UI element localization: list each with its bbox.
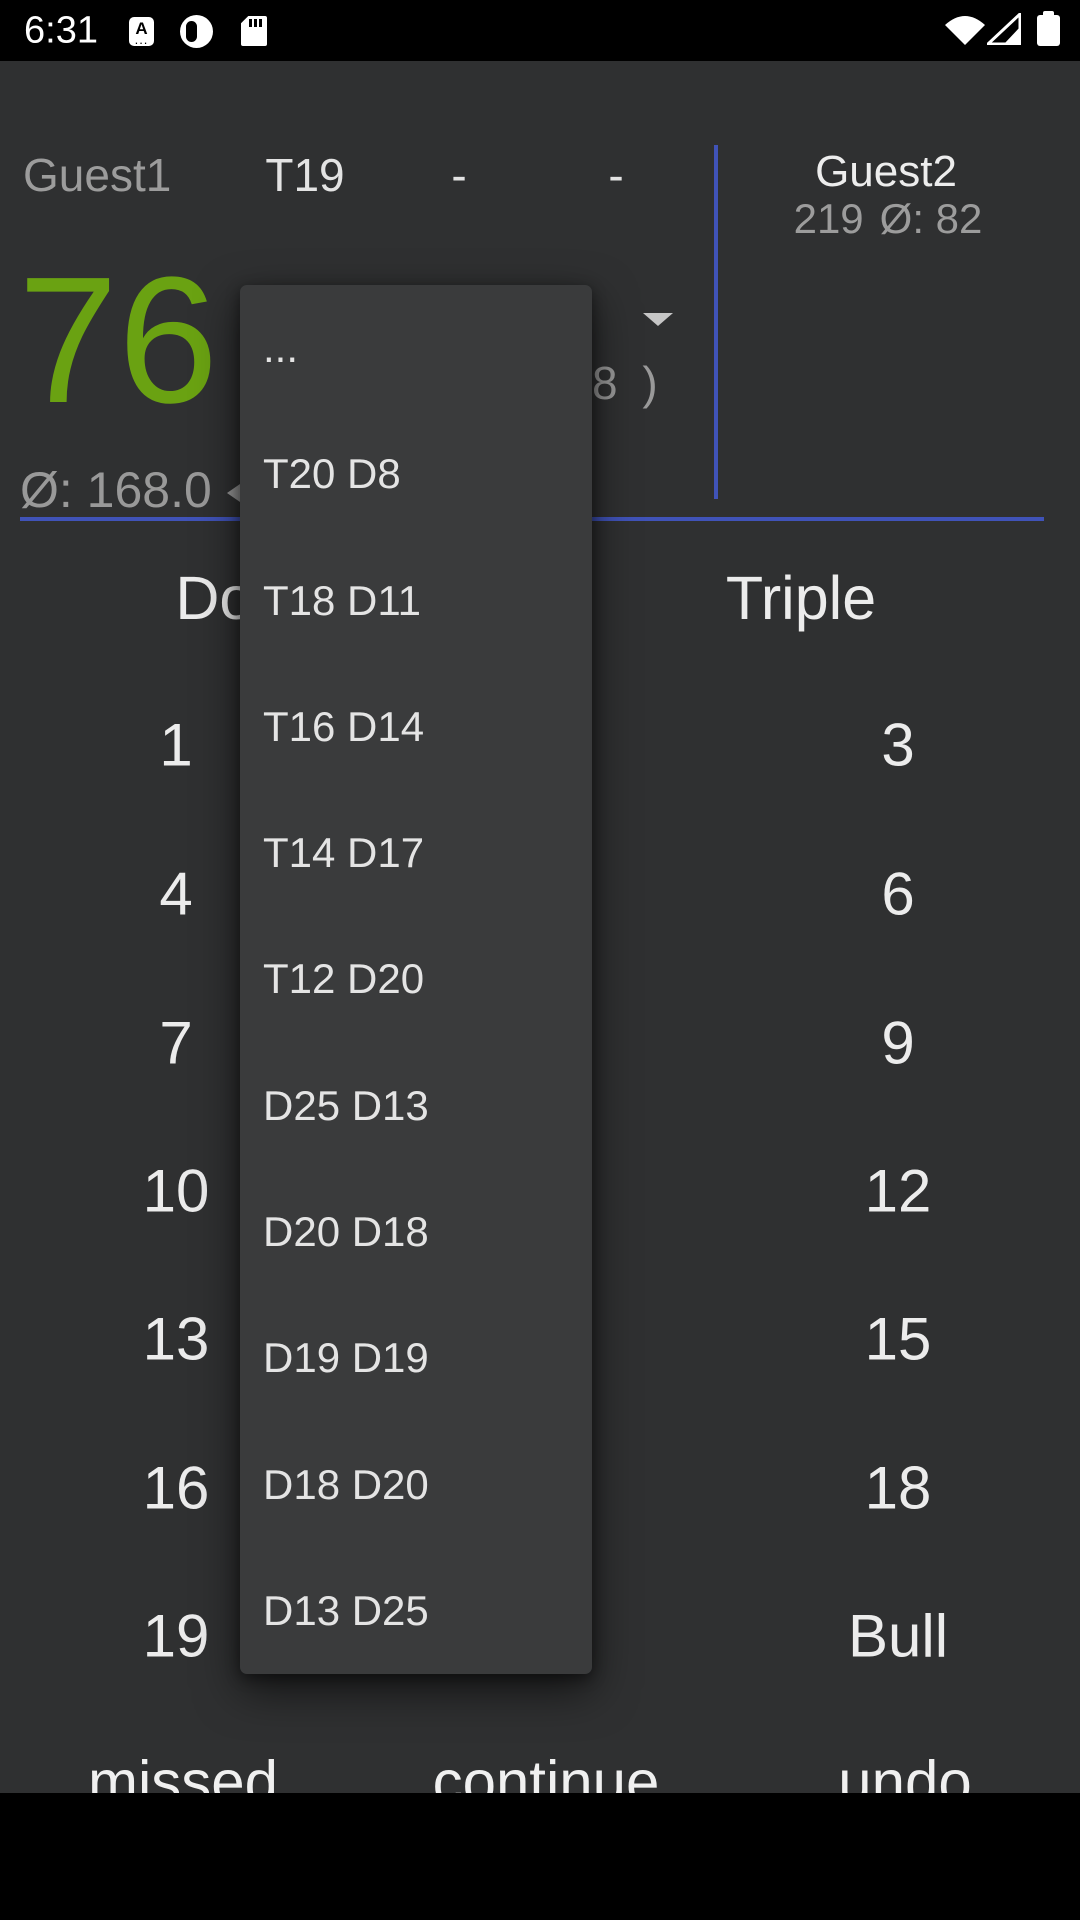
checkout-option[interactable]: D18 D20: [263, 1460, 429, 1508]
key-15[interactable]: 15: [864, 1305, 932, 1373]
checkout-dropdown-popup: ... T20 D8 T18 D11 T16 D14 T14 D17 T12 D…: [240, 285, 592, 1674]
app-content: Guest1 T19 - - Guest2 219 Ø: 82 76 Ø: 16…: [0, 61, 1080, 1816]
checkout-option[interactable]: T16 D14: [263, 702, 425, 750]
key-18[interactable]: 18: [864, 1454, 932, 1522]
checkout-option[interactable]: T12 D20: [263, 955, 425, 1003]
data-usage-dot: [199, 21, 208, 30]
player2-average: Ø: 82: [879, 195, 983, 242]
sd-slit: [259, 19, 262, 27]
battery-icon: [1037, 11, 1060, 46]
key-10[interactable]: 10: [142, 1157, 210, 1225]
dart2-value: -: [451, 149, 467, 201]
key-16[interactable]: 16: [142, 1454, 210, 1522]
checkout-option[interactable]: D13 D25: [263, 1586, 429, 1634]
column-header-triple: Triple: [725, 564, 877, 632]
player2-name: Guest2: [815, 147, 957, 196]
checkout-option[interactable]: T14 D17: [263, 829, 425, 877]
data-usage-icon: [180, 15, 213, 48]
key-7[interactable]: 7: [159, 1009, 193, 1077]
previous-round-arrow-icon[interactable]: [227, 484, 240, 502]
player1-average: Ø: 168.0: [20, 462, 212, 518]
key-1[interactable]: 1: [159, 711, 193, 779]
status-bar: 6:31 A ...: [0, 0, 1080, 61]
dart1-value: T19: [265, 149, 345, 201]
android-nav-bar: [0, 1793, 1080, 1920]
checkout-spinner-partial-text: 8 ): [592, 357, 664, 409]
wifi-icon: [945, 16, 985, 45]
cell-signal-icon: [987, 13, 1021, 45]
key-3[interactable]: 3: [881, 711, 915, 779]
key-19[interactable]: 19: [142, 1602, 210, 1670]
player2-score: 219: [793, 195, 864, 242]
sd-card-icon: [241, 16, 267, 46]
checkout-option[interactable]: D20 D18: [263, 1207, 429, 1255]
key-9[interactable]: 9: [881, 1009, 915, 1077]
sd-slit: [254, 19, 257, 27]
checkout-option[interactable]: T20 D8: [263, 450, 401, 498]
checkout-option[interactable]: T18 D11: [263, 576, 421, 624]
key-13[interactable]: 13: [142, 1305, 210, 1373]
spinner-dropdown-arrow-icon[interactable]: [643, 313, 673, 326]
key-12[interactable]: 12: [864, 1157, 932, 1225]
keyboard-a-dots: ...: [134, 32, 149, 47]
key-4[interactable]: 4: [159, 860, 193, 928]
player1-name: Guest1: [23, 149, 172, 201]
player-divider: [714, 145, 718, 499]
key-bull[interactable]: Bull: [847, 1602, 949, 1670]
keyboard-a-glyph: A: [135, 19, 148, 38]
key-6[interactable]: 6: [881, 860, 915, 928]
clock: 6:31: [24, 9, 98, 52]
player1-score: 76: [18, 240, 219, 441]
player2-stats: 219 Ø: 82: [794, 195, 983, 243]
sd-slit: [249, 19, 252, 27]
data-usage-pill: [186, 21, 197, 42]
checkout-option[interactable]: D19 D19: [263, 1334, 429, 1382]
dart3-value: -: [608, 149, 624, 201]
checkout-option[interactable]: D25 D13: [263, 1081, 429, 1129]
checkout-option-none[interactable]: ...: [263, 324, 299, 372]
keyboard-a-icon: A ...: [129, 17, 154, 46]
